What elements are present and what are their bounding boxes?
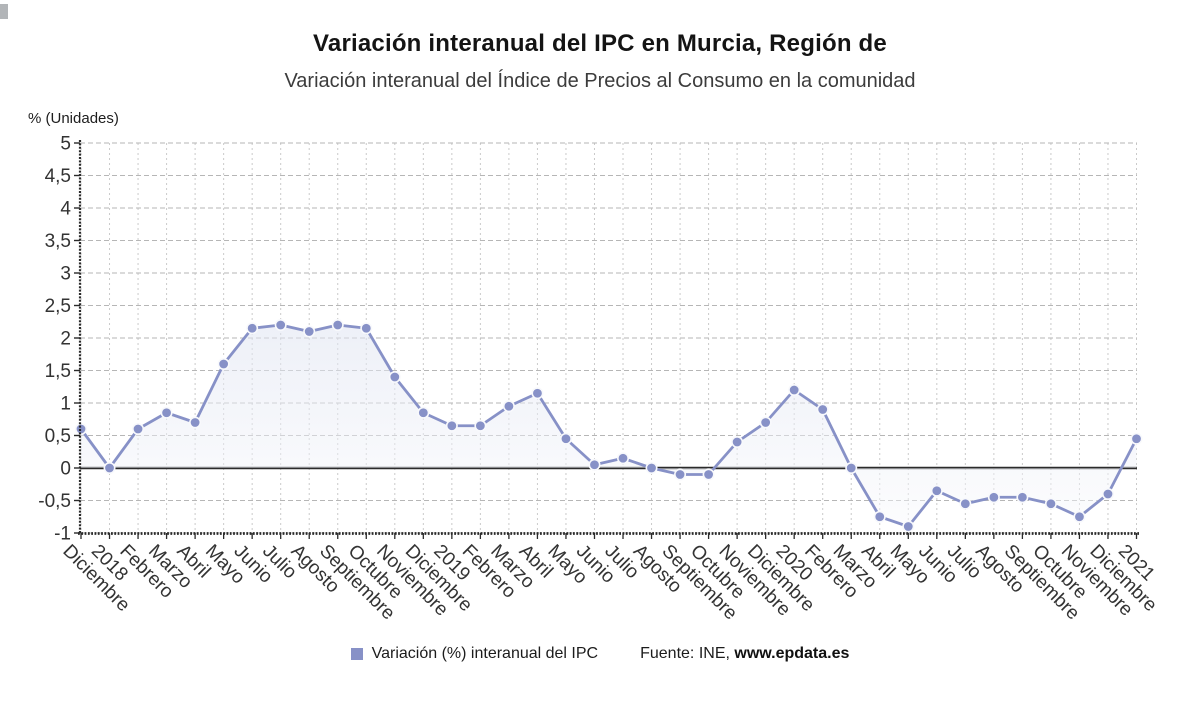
data-point[interactable]: [987, 491, 1000, 504]
data-point[interactable]: [816, 403, 829, 416]
data-point[interactable]: [417, 406, 430, 419]
data-point[interactable]: [788, 383, 801, 396]
data-point[interactable]: [246, 322, 259, 335]
chart-subtitle: Variación interanual del Índice de Preci…: [284, 70, 916, 92]
data-point[interactable]: [445, 419, 458, 432]
data-point[interactable]: [1016, 491, 1029, 504]
data-point[interactable]: [930, 484, 943, 497]
data-point[interactable]: [1101, 487, 1114, 500]
data-point[interactable]: [474, 419, 487, 432]
data-point[interactable]: [531, 387, 544, 400]
data-point[interactable]: [702, 468, 715, 481]
data-point[interactable]: [1044, 497, 1057, 510]
y-tick-label: 2: [60, 329, 71, 350]
y-tick-label: 0: [60, 459, 71, 480]
y-tick-label: 3: [60, 264, 71, 285]
data-point[interactable]: [674, 468, 687, 481]
data-point[interactable]: [303, 325, 316, 338]
y-tick-label: 4: [60, 199, 71, 220]
data-point[interactable]: [588, 458, 601, 471]
data-point[interactable]: [759, 416, 772, 429]
source-prefix: Fuente: INE,: [640, 645, 735, 662]
y-tick-label: 3,5: [45, 231, 71, 252]
data-point[interactable]: [388, 370, 401, 383]
data-point[interactable]: [189, 416, 202, 429]
data-point[interactable]: [1130, 432, 1143, 445]
data-point[interactable]: [103, 461, 116, 474]
legend-swatch-icon: [350, 648, 363, 660]
y-tick-label: 5: [60, 134, 71, 155]
y-axis-unit-label: % (Unidades): [28, 110, 119, 127]
data-point[interactable]: [902, 520, 915, 533]
data-point[interactable]: [731, 435, 744, 448]
data-point[interactable]: [360, 322, 373, 335]
y-tick-label: 2,5: [45, 296, 71, 317]
data-point[interactable]: [1073, 510, 1086, 523]
source-credit: Fuente: INE, www.epdata.es: [640, 645, 849, 663]
y-tick-label: 0,5: [45, 426, 71, 447]
source-link[interactable]: www.epdata.es: [734, 645, 850, 662]
legend-label: Variación (%) interanual del IPC: [371, 645, 599, 662]
data-point[interactable]: [331, 318, 344, 331]
y-tick-label: 1,5: [45, 361, 71, 382]
data-point[interactable]: [274, 318, 287, 331]
data-point[interactable]: [217, 357, 230, 370]
legend-item-ipc[interactable]: Variación (%) interanual del IPC: [350, 645, 599, 663]
data-point[interactable]: [160, 406, 173, 419]
corner-artifact: [0, 4, 8, 19]
y-tick-label: 4,5: [45, 166, 71, 187]
y-tick-label: -1: [54, 524, 71, 545]
chart-legend: Variación (%) interanual del IPC Fuente:…: [0, 645, 1200, 663]
chart-title: Variación interanual del IPC en Murcia, …: [313, 30, 887, 57]
data-point[interactable]: [502, 400, 515, 413]
data-point[interactable]: [617, 452, 630, 465]
y-tick-label: 1: [60, 394, 71, 415]
series-area-fill: [81, 325, 1137, 527]
y-tick-label: -0,5: [38, 491, 71, 512]
data-point[interactable]: [845, 461, 858, 474]
data-point[interactable]: [132, 422, 145, 435]
data-point[interactable]: [645, 461, 658, 474]
data-point[interactable]: [559, 432, 572, 445]
data-point[interactable]: [873, 510, 886, 523]
data-point[interactable]: [959, 497, 972, 510]
